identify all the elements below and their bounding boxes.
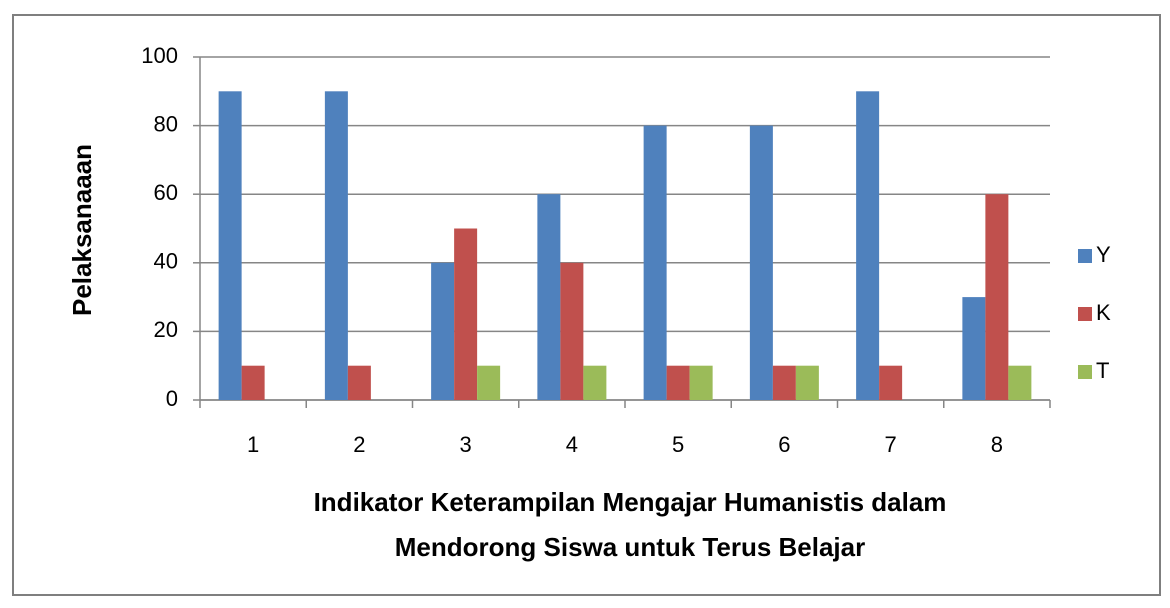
bar (324, 91, 348, 401)
bar (583, 365, 607, 400)
bar (241, 365, 265, 400)
bar (879, 365, 903, 400)
y-axis-title: Pelaksanaaan (67, 144, 97, 316)
bar (749, 125, 773, 400)
x-tick-label: 4 (566, 432, 578, 457)
y-tick-label: 60 (154, 180, 178, 205)
y-tick-label: 100 (141, 43, 178, 68)
y-tick-label: 20 (154, 317, 178, 342)
y-tick-label: 0 (166, 386, 178, 411)
y-tick-label: 80 (154, 111, 178, 136)
bar (537, 194, 561, 400)
x-tick-label: 2 (353, 432, 365, 457)
bar (218, 91, 242, 401)
legend-swatch (1078, 365, 1092, 379)
bar (772, 365, 796, 400)
x-tick-label: 7 (885, 432, 897, 457)
legend-swatch (1078, 307, 1092, 321)
x-axis-title: Indikator Keterampilan Mengajar Humanist… (314, 487, 947, 517)
x-tick-label: 3 (460, 432, 472, 457)
y-tick-label: 40 (154, 249, 178, 274)
legend-label: Y (1096, 242, 1111, 267)
legend-label: T (1096, 358, 1109, 383)
bar (1008, 365, 1032, 400)
bar (560, 262, 584, 400)
bar (795, 365, 819, 400)
bar (985, 194, 1009, 400)
bar (689, 365, 713, 400)
legend-label: K (1096, 300, 1111, 325)
bar (347, 365, 371, 400)
bar (666, 365, 690, 400)
x-tick-label: 1 (247, 432, 259, 457)
x-tick-label: 5 (672, 432, 684, 457)
bar (454, 228, 478, 400)
legend-swatch (1078, 249, 1092, 263)
bar (962, 297, 986, 400)
bar (643, 125, 667, 400)
bar (431, 262, 455, 400)
x-axis-title: Mendorong Siswa untuk Terus Belajar (395, 532, 866, 562)
x-tick-label: 8 (991, 432, 1003, 457)
bar (477, 365, 501, 400)
bar (856, 91, 880, 401)
x-tick-label: 6 (778, 432, 790, 457)
